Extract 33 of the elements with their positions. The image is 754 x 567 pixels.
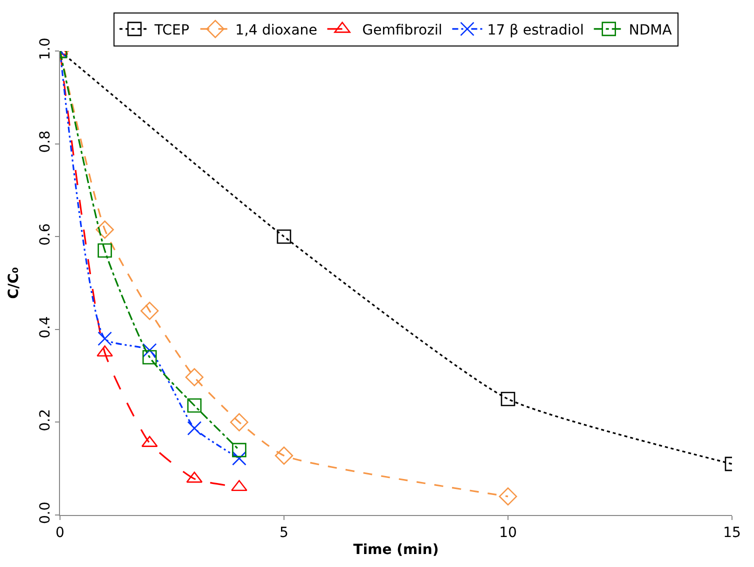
point: [98, 243, 112, 258]
x-tick-label: 10: [499, 524, 517, 541]
y-tick-label: 0.6: [37, 223, 54, 246]
point: [274, 446, 294, 465]
x-tick-label: 0: [56, 524, 64, 541]
y-tick-label: 0.2: [37, 408, 54, 432]
point: [276, 229, 292, 244]
legend-label: NDMA: [628, 22, 672, 38]
point: [232, 442, 246, 458]
point: [232, 451, 246, 466]
legend-label: Gemfibrozil: [362, 22, 442, 38]
y-axis-title: C/C₀: [6, 267, 22, 299]
point: [230, 413, 248, 432]
legend-label: 17 β estradiol: [487, 22, 584, 38]
legend-label: TCEP: [154, 22, 190, 38]
y-tick-label: 0.0: [37, 502, 54, 524]
y-tick-label: 0.4: [37, 316, 54, 338]
x-axis-title: Time (min): [353, 542, 439, 558]
point: [142, 350, 157, 364]
legend-label: 1,4 dioxane: [235, 22, 318, 38]
point: [142, 343, 157, 358]
y-tick-label: 1.0: [37, 38, 54, 60]
point: [187, 398, 202, 413]
y-tick-label: 0.8: [37, 130, 54, 153]
point: [140, 302, 159, 320]
point: [498, 487, 518, 506]
point: [98, 332, 112, 346]
point: [500, 392, 516, 406]
x-tick-label: 5: [280, 524, 288, 541]
point: [187, 421, 202, 436]
point: [185, 368, 204, 386]
point: [96, 220, 114, 239]
x-tick-label: 15: [723, 524, 741, 541]
